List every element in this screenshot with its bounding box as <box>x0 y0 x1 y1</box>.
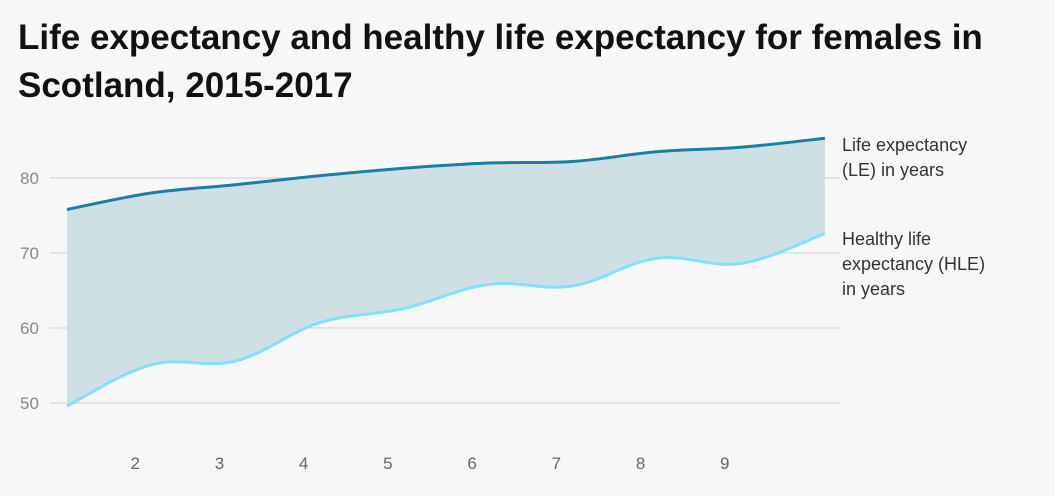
x-tick-label: 8 <box>636 454 645 473</box>
le-series-label: Life expectancy <box>842 135 967 155</box>
y-tick-label: 60 <box>20 319 39 338</box>
y-tick-label: 80 <box>20 169 39 188</box>
x-tick-label: 6 <box>467 454 476 473</box>
x-tick-label: 4 <box>299 454 308 473</box>
x-tick-label: 9 <box>720 454 729 473</box>
x-tick-label: 3 <box>215 454 224 473</box>
gap-band <box>67 138 825 406</box>
le-series-line <box>66 136 826 211</box>
series-lines <box>66 136 826 408</box>
x-tick-label: 7 <box>552 454 561 473</box>
hle-series-line <box>66 232 826 408</box>
x-axis-ticks: 2 3 4 5 6 7 8 9 <box>130 454 729 473</box>
le-series-label: (LE) in years <box>842 160 944 180</box>
y-axis-ticks: 50 60 70 80 <box>20 169 39 413</box>
hle-series-label: Healthy life <box>842 229 931 249</box>
y-tick-label: 70 <box>20 244 39 263</box>
chart-title: Life expectancy and healthy life expecta… <box>18 18 983 105</box>
x-tick-label: 2 <box>130 454 139 473</box>
hle-series-label: in years <box>842 279 905 299</box>
hle-series-label: expectancy (HLE) <box>842 254 985 274</box>
le-hle-gap-area <box>67 138 825 406</box>
y-tick-label: 50 <box>20 394 39 413</box>
x-tick-label: 5 <box>383 454 392 473</box>
series-labels: Life expectancy (LE) in years Healthy life… <box>842 135 985 299</box>
